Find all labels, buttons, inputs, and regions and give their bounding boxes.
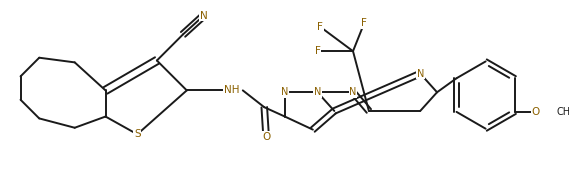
Text: CH₃: CH₃ <box>556 107 569 117</box>
Text: F: F <box>361 18 367 28</box>
Text: O: O <box>262 132 270 142</box>
Text: F: F <box>315 46 320 56</box>
Text: O: O <box>531 107 539 117</box>
Text: S: S <box>134 129 141 139</box>
Text: N: N <box>417 69 424 79</box>
Text: N: N <box>349 87 357 97</box>
Text: N: N <box>200 11 208 21</box>
Text: NH: NH <box>224 85 240 95</box>
Text: N: N <box>281 87 288 97</box>
Text: N: N <box>314 87 321 97</box>
Text: F: F <box>318 22 323 32</box>
